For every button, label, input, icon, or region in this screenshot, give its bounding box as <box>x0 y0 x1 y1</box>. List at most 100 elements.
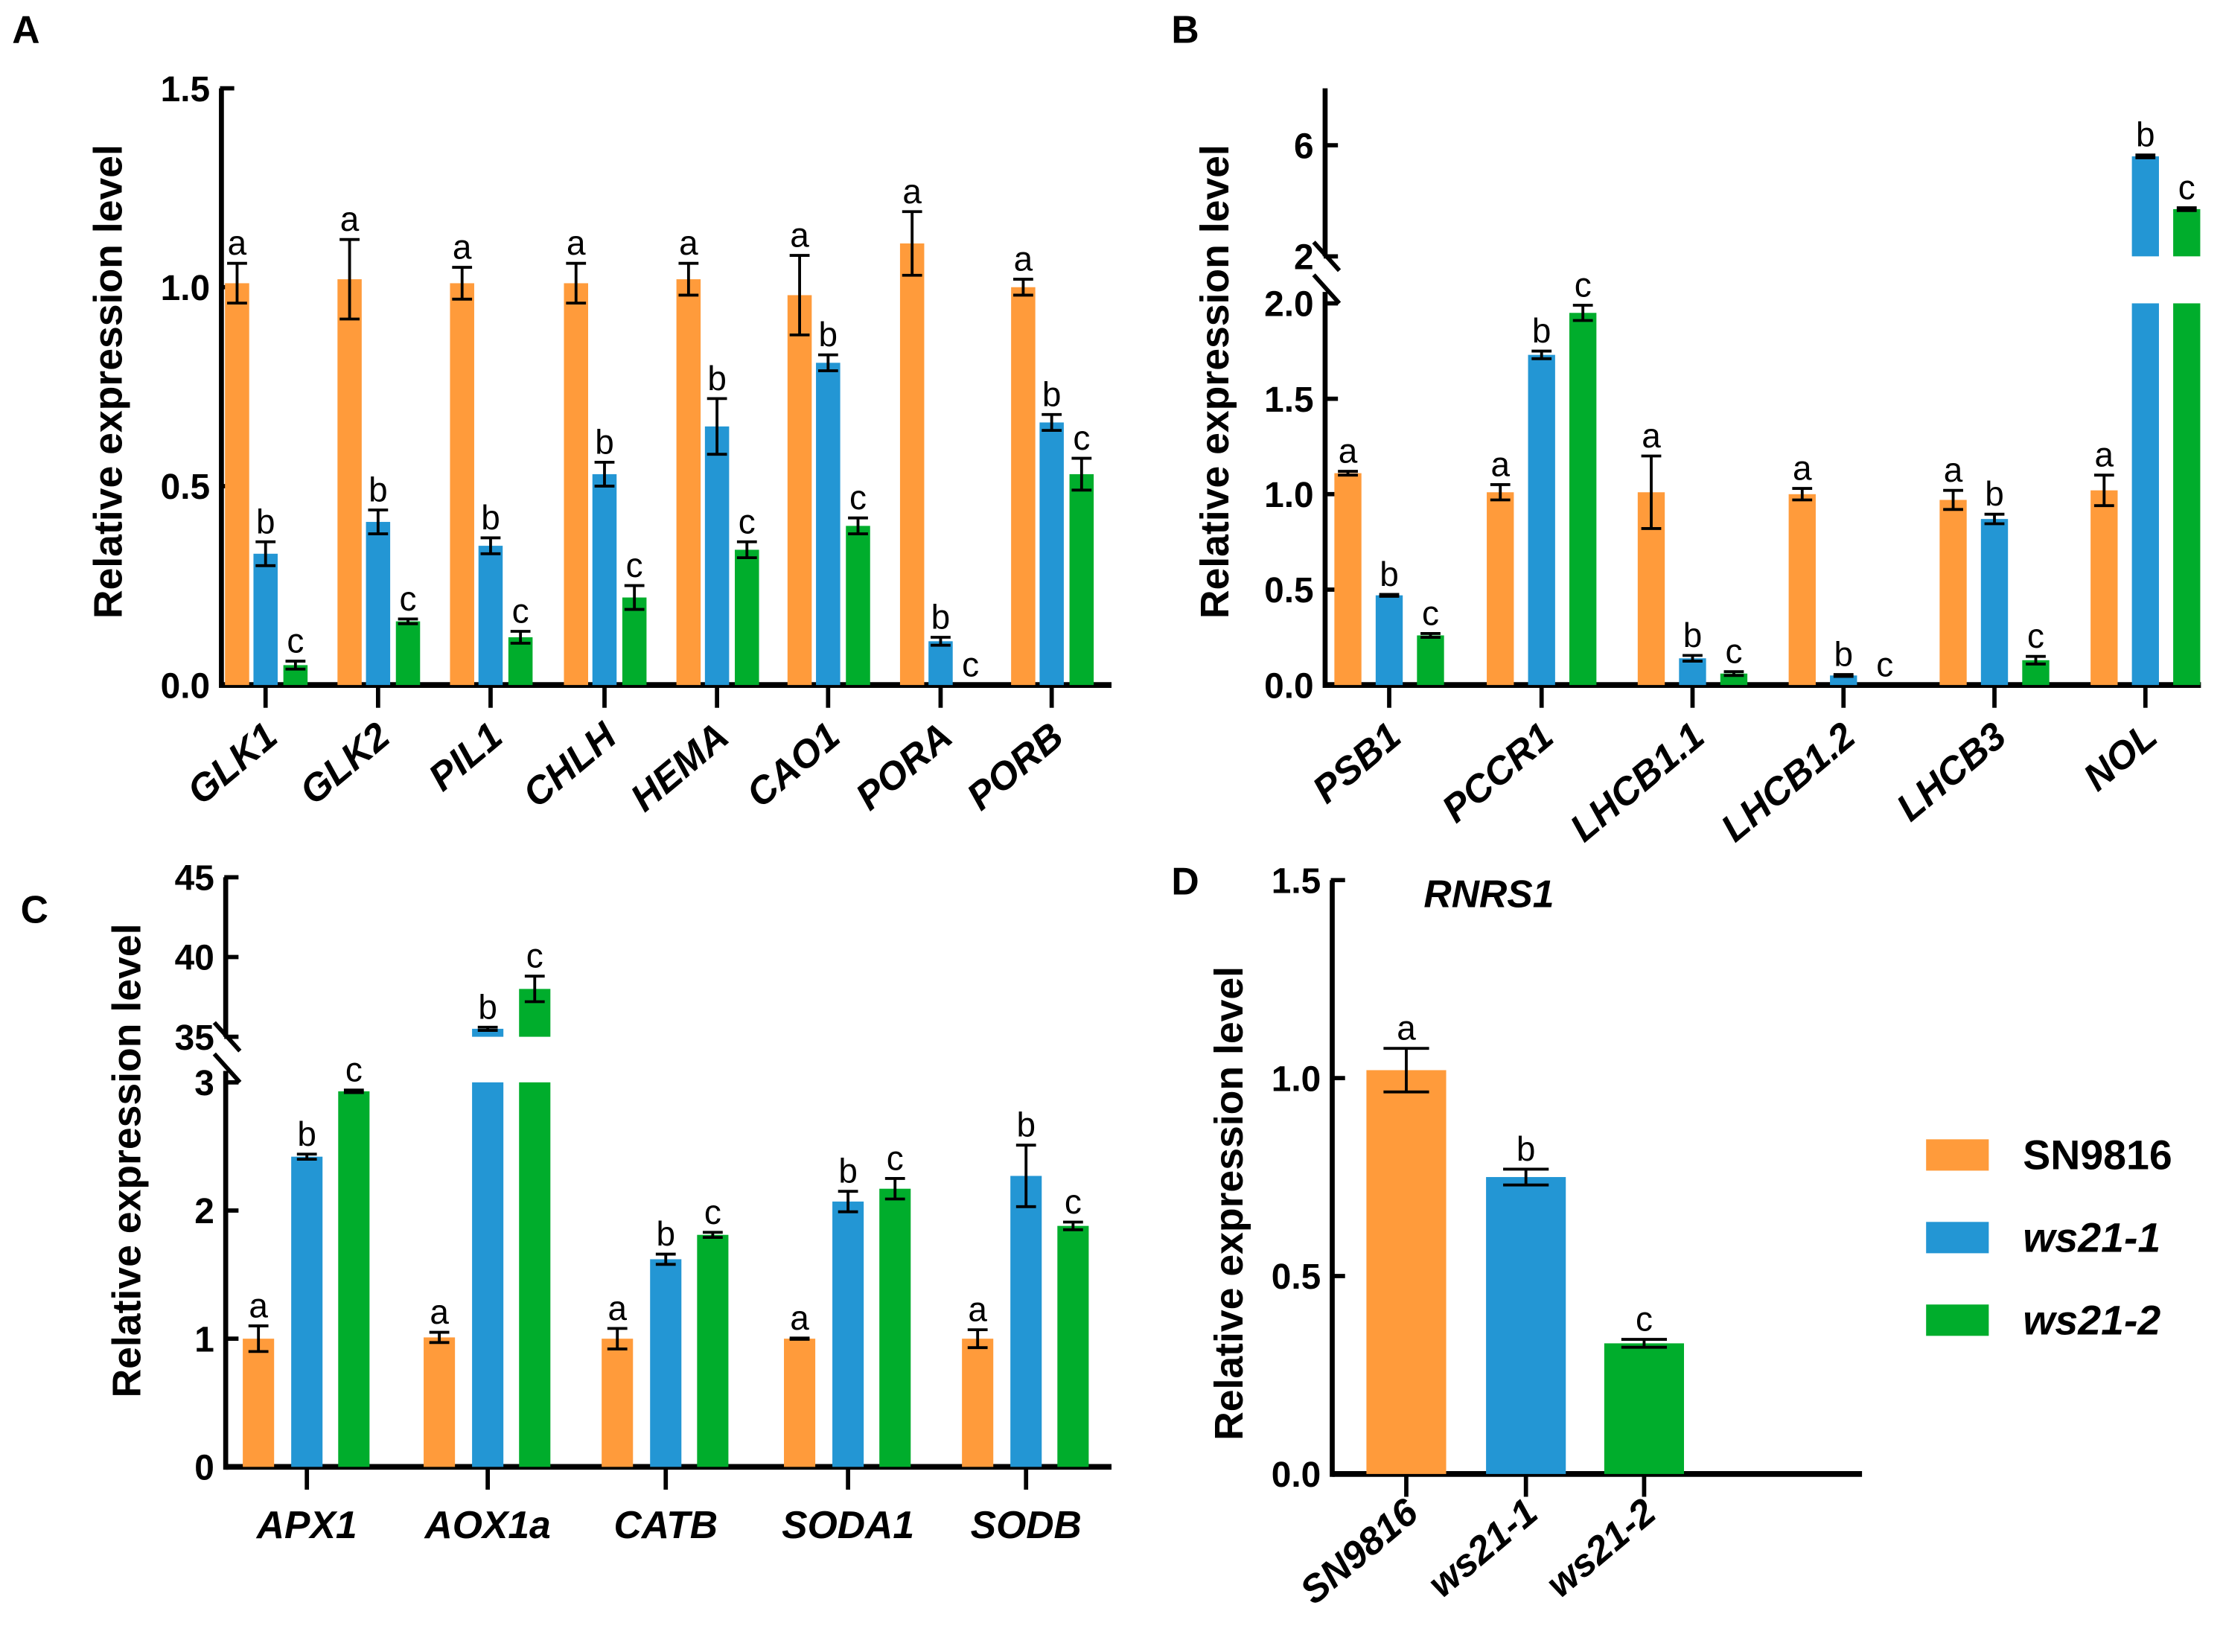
significance-letter: b <box>297 1114 316 1153</box>
significance-letter: b <box>1532 311 1551 350</box>
bar-SN9816 <box>787 295 812 686</box>
y-tick-label: 40 <box>175 939 214 978</box>
x-tick-label: APX1 <box>255 1503 357 1546</box>
bar-ws21-1 <box>472 1082 504 1467</box>
bar-ws21-1 <box>1980 519 2009 686</box>
panel-b: B Relative expression level 0.0 0.5 1.0 1.5 2.… <box>1171 7 2201 849</box>
significance-letter: c <box>512 592 529 631</box>
legend-swatch-ws21-1 <box>1926 1222 1989 1254</box>
significance-letter: c <box>287 622 304 660</box>
bar-ws21-1 <box>650 1259 682 1467</box>
significance-letter: b <box>656 1214 675 1253</box>
bar-ws21-1 <box>253 553 278 686</box>
significance-letter: b <box>1042 374 1062 413</box>
bar-SN9816 <box>899 243 925 686</box>
bar-ws21-2 <box>1057 1225 1089 1467</box>
x-tick-label: AOX1a <box>423 1503 550 1546</box>
legend-label: ws21-2 <box>2023 1297 2160 1343</box>
y-axis-title: Relative expression level <box>1193 144 1237 619</box>
bar-ws21-2 <box>338 1091 370 1467</box>
bar-ws21-2 <box>846 526 870 686</box>
x-tick-label: PCCR1 <box>1434 714 1561 831</box>
significance-letter: a <box>679 223 698 262</box>
bar-ws21-2 <box>879 1188 911 1467</box>
y-tick-label: 1 <box>194 1320 214 1359</box>
bar-ws21-1 <box>816 363 841 686</box>
significance-letter: b <box>1683 616 1703 654</box>
y-tick-label: 0.0 <box>1272 1455 1321 1495</box>
y-tick-label: 2 <box>1294 238 1314 278</box>
x-tick-label: GLK2 <box>291 714 398 813</box>
significance-letter: a <box>1397 1009 1416 1047</box>
bar-ws21-2 <box>735 549 759 686</box>
significance-letter: a <box>1490 444 1510 483</box>
significance-letter: c <box>526 937 543 975</box>
bar-SN9816 <box>2090 490 2118 686</box>
bar-ws21-2 <box>1069 473 1094 686</box>
bar-ws21-1 <box>1679 658 1706 686</box>
y-tick-label: 0 <box>194 1449 214 1488</box>
bar-SN9816 <box>243 1339 275 1467</box>
bar-ws21-2 <box>508 637 533 686</box>
significance-letter: a <box>1014 240 1033 278</box>
x-tick-label: SN9816 <box>1292 1490 1426 1613</box>
significance-letter: b <box>1985 474 2004 513</box>
x-tick-label: SODB <box>971 1503 1082 1546</box>
bar-ws21-1 <box>1375 595 1403 686</box>
y-tick-label: 2.0 <box>1264 285 1313 325</box>
bar-SN9816 <box>1939 500 1967 686</box>
significance-letter: c <box>849 478 867 517</box>
x-tick-label: HEMA <box>622 714 737 820</box>
significance-letter: c <box>1065 1182 1082 1221</box>
bar-ws21-1 <box>478 546 503 686</box>
significance-letter: c <box>2027 616 2044 655</box>
bar-ws21-2 <box>2173 208 2201 257</box>
significance-letter: b <box>819 315 838 354</box>
significance-letter: c <box>962 645 979 684</box>
significance-letter: a <box>1793 449 1812 488</box>
y-tick-label: 1.0 <box>1264 476 1313 515</box>
significance-letter: a <box>1339 432 1358 471</box>
axis-break-mark <box>1312 273 1342 305</box>
y-tick-label: 0.0 <box>1264 666 1313 706</box>
bar-ws21-1 <box>2131 303 2159 686</box>
significance-letter: c <box>400 579 417 618</box>
panel-letter: C <box>21 888 48 931</box>
bar-ws21-1 <box>1486 1177 1566 1474</box>
bar-SN9816 <box>962 1339 994 1467</box>
legend-label: SN9816 <box>2023 1132 2172 1179</box>
significance-letter: c <box>1575 266 1592 304</box>
legend-swatch-ws21-2 <box>1926 1304 1989 1336</box>
bar-ws21-1 <box>592 473 617 686</box>
significance-letter: c <box>739 502 756 540</box>
y-tick-label: 2 <box>194 1192 214 1231</box>
significance-letter: a <box>790 1298 809 1337</box>
significance-letter: c <box>1725 632 1742 671</box>
significance-letter: a <box>228 223 247 262</box>
bar-SN9816 <box>424 1337 456 1467</box>
x-tick-label: PORB <box>958 714 1071 818</box>
x-tick-label: SODA1 <box>782 1503 914 1546</box>
significance-letter: b <box>1516 1129 1536 1168</box>
bar-SN9816 <box>784 1339 816 1467</box>
bar-SN9816 <box>1788 494 1816 686</box>
x-tick-label: CAO1 <box>738 714 847 816</box>
significance-letter: b <box>1016 1106 1036 1144</box>
y-tick-label: 0.5 <box>1272 1257 1321 1297</box>
x-tick-label: PIL1 <box>420 714 510 800</box>
y-axis-title: Relative expression level <box>1208 966 1251 1441</box>
bar-ws21-2 <box>697 1234 729 1467</box>
panel-a: A Relative expression level 0.0 0.5 1.0 1.5 GL… <box>12 7 1112 820</box>
x-tick-label: CATB <box>613 1503 718 1546</box>
chart-title: RNRS1 <box>1423 873 1554 916</box>
bar-SN9816 <box>564 283 588 686</box>
x-tick-label: NOL <box>2075 714 2165 799</box>
panel-letter: B <box>1171 7 1199 51</box>
bar-SN9816 <box>225 283 249 686</box>
y-tick-label: 6 <box>1294 127 1314 166</box>
bar-ws21-1 <box>2131 156 2159 257</box>
y-tick-label: 1.0 <box>161 269 210 308</box>
significance-letter: a <box>2095 436 2114 474</box>
significance-letter: c <box>1636 1300 1653 1339</box>
